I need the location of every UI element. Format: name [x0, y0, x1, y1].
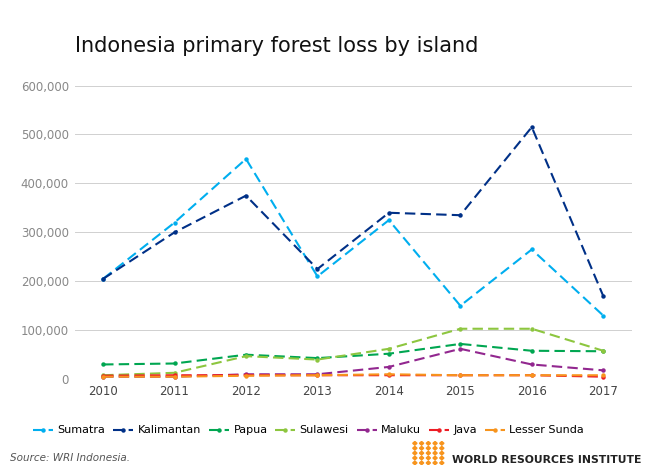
Polygon shape	[419, 461, 424, 465]
Polygon shape	[426, 451, 430, 455]
Text: Indonesia primary forest loss by island: Indonesia primary forest loss by island	[75, 36, 478, 56]
Polygon shape	[419, 451, 424, 455]
Polygon shape	[426, 456, 430, 460]
Polygon shape	[413, 441, 417, 445]
Polygon shape	[426, 461, 430, 465]
Text: Source: WRI Indonesia.: Source: WRI Indonesia.	[10, 453, 130, 463]
Polygon shape	[426, 441, 430, 445]
Polygon shape	[413, 456, 417, 460]
Legend: Sumatra, Kalimantan, Papua, Sulawesi, Maluku, Java, Lesser Sunda: Sumatra, Kalimantan, Papua, Sulawesi, Ma…	[33, 425, 584, 435]
Polygon shape	[433, 461, 437, 465]
Polygon shape	[433, 441, 437, 445]
Polygon shape	[439, 447, 444, 450]
Polygon shape	[413, 451, 417, 455]
Polygon shape	[439, 441, 444, 445]
Polygon shape	[433, 456, 437, 460]
Polygon shape	[439, 456, 444, 460]
Polygon shape	[439, 451, 444, 455]
Polygon shape	[433, 447, 437, 450]
Polygon shape	[426, 447, 430, 450]
Polygon shape	[433, 451, 437, 455]
Polygon shape	[439, 461, 444, 465]
Polygon shape	[419, 447, 424, 450]
Text: WORLD RESOURCES INSTITUTE: WORLD RESOURCES INSTITUTE	[452, 455, 642, 465]
Polygon shape	[413, 447, 417, 450]
Polygon shape	[419, 456, 424, 460]
Polygon shape	[413, 461, 417, 465]
Polygon shape	[419, 441, 424, 445]
